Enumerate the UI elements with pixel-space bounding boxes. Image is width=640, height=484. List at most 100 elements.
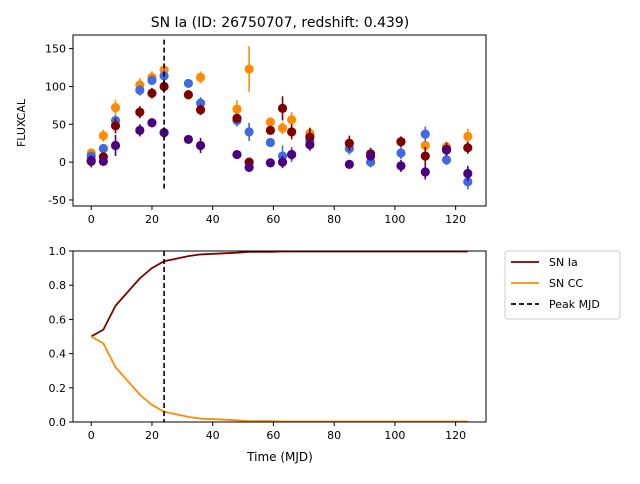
data-point	[147, 118, 157, 128]
data-point	[463, 168, 473, 179]
data-point	[244, 64, 254, 74]
x-tick-label: 20	[145, 429, 159, 442]
data-point	[232, 149, 242, 160]
data-point	[147, 88, 157, 98]
data-point	[441, 155, 452, 165]
series-line	[90, 250, 468, 338]
data-point	[366, 151, 376, 161]
data-point	[232, 104, 242, 114]
x-tick-label: 120	[445, 429, 466, 442]
data-point	[244, 162, 254, 173]
y-tick-label: -50	[48, 194, 66, 207]
legend-label: SN CC	[549, 277, 583, 290]
x-tick-label: 100	[384, 213, 405, 226]
data-point	[98, 143, 108, 154]
x-tick-label: 0	[88, 429, 95, 442]
data-point	[232, 113, 242, 123]
data-point	[396, 137, 406, 147]
data-point	[277, 103, 288, 113]
bottom-data-marks	[90, 250, 468, 423]
y-axis-label: FLUXCAL	[15, 98, 28, 147]
data-point	[287, 127, 297, 137]
y-tick-label: 1.0	[49, 245, 67, 258]
y-tick-label: 50	[52, 118, 66, 131]
data-point	[86, 156, 96, 166]
data-point	[344, 159, 354, 169]
data-point	[159, 128, 169, 138]
series-line	[90, 335, 468, 423]
x-axis-label: Time (MJD)	[246, 450, 313, 464]
data-point	[287, 115, 297, 125]
legend-box	[504, 250, 621, 320]
data-point	[98, 156, 108, 166]
data-point	[396, 161, 406, 171]
data-point	[265, 137, 275, 148]
x-tick-label: 20	[145, 213, 159, 226]
data-point	[265, 158, 275, 168]
y-tick-label: 100	[45, 80, 66, 93]
data-point	[287, 149, 297, 160]
data-point	[183, 134, 193, 145]
y-tick-label: 0	[59, 156, 66, 169]
data-point	[305, 132, 315, 142]
legend-label: SN Ia	[549, 256, 578, 269]
flux-lightcurve-panel: SN Ia (ID: 26750707, redshift: 0.439) FL…	[15, 15, 487, 226]
bottom-plot-frame	[72, 250, 487, 423]
data-point	[463, 143, 473, 153]
x-tick-label: 60	[266, 213, 280, 226]
top-ticks: 0 20 40 60 80 100 120 -50 0 50 100 150	[45, 43, 466, 226]
data-point	[441, 145, 452, 155]
data-point	[305, 140, 315, 150]
data-point	[110, 121, 121, 131]
chart-title: SN Ia (ID: 26750707, redshift: 0.439)	[151, 15, 410, 31]
data-point	[195, 140, 206, 151]
data-point	[420, 129, 430, 139]
x-tick-label: 40	[206, 213, 220, 226]
top-data-marks	[86, 38, 473, 190]
classification-probability-panel: 0 20 40 60 80 100 120 0.0 0.2 0.4 0.6 0.8 1.0 Time (…	[49, 245, 487, 464]
data-point	[110, 103, 121, 113]
data-point	[147, 75, 157, 85]
legend: SN Ia SN CC Peak MJD	[504, 250, 621, 320]
x-tick-label: 40	[206, 429, 220, 442]
y-tick-label: 0.2	[49, 382, 67, 395]
y-tick-label: 150	[45, 43, 66, 56]
data-point	[265, 125, 275, 135]
x-tick-label: 80	[327, 213, 341, 226]
data-point	[420, 167, 430, 177]
data-point	[344, 138, 354, 148]
data-point	[463, 131, 473, 141]
x-tick-label: 80	[327, 429, 341, 442]
data-point	[195, 105, 206, 115]
bottom-ticks: 0 20 40 60 80 100 120 0.0 0.2 0.4 0.6 0.8 1.0	[49, 245, 467, 442]
data-point	[183, 90, 193, 100]
data-point	[135, 125, 145, 135]
data-point	[277, 157, 288, 167]
x-tick-label: 100	[384, 429, 405, 442]
data-point	[183, 78, 193, 89]
x-tick-label: 60	[266, 429, 280, 442]
data-point	[159, 81, 169, 92]
y-tick-label: 0.0	[49, 416, 67, 429]
x-tick-label: 120	[445, 213, 466, 226]
data-point	[265, 117, 275, 127]
data-point	[420, 151, 430, 161]
y-tick-label: 0.8	[49, 279, 67, 292]
data-point	[195, 72, 206, 82]
y-tick-label: 0.6	[49, 313, 67, 326]
data-point	[277, 123, 288, 133]
data-point	[98, 131, 108, 141]
data-point	[396, 148, 406, 158]
x-tick-label: 0	[88, 213, 95, 226]
data-point	[463, 177, 473, 187]
top-plot-frame	[72, 34, 487, 207]
y-tick-label: 0.4	[49, 348, 67, 361]
data-point	[135, 85, 145, 95]
data-point	[195, 98, 206, 108]
data-point	[110, 140, 121, 151]
data-point	[135, 107, 145, 117]
legend-label: Peak MJD	[549, 298, 600, 311]
data-point	[244, 127, 254, 137]
